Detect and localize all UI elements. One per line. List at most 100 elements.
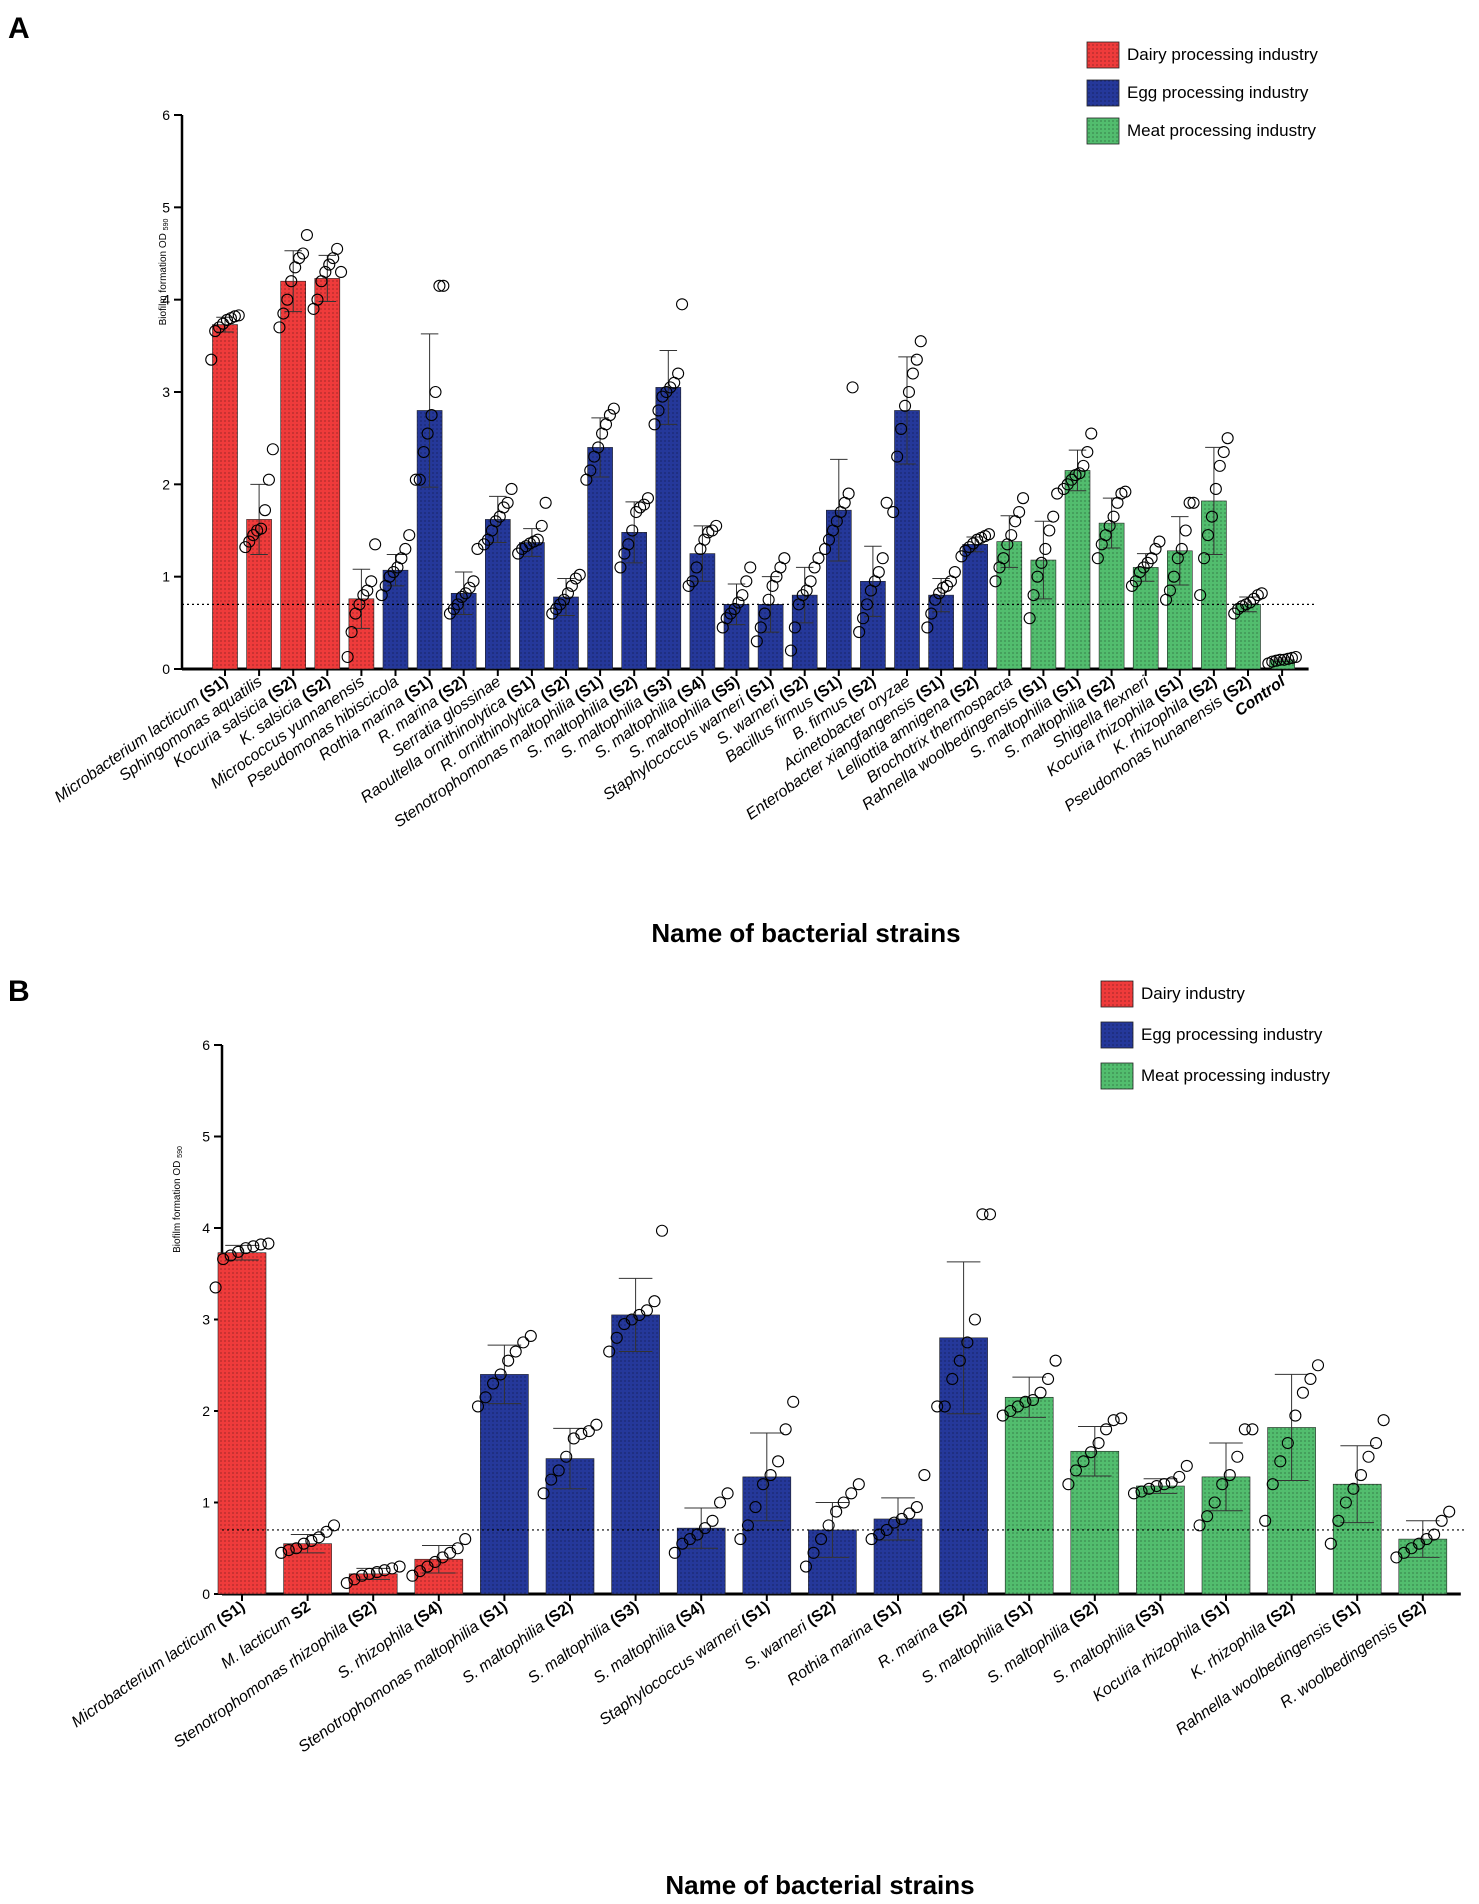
bar-group xyxy=(546,568,586,670)
bar-texture xyxy=(383,570,408,669)
y-axis-label-main: Biofilm formation OD xyxy=(158,230,169,325)
data-point xyxy=(224,1249,237,1262)
bar-group xyxy=(1160,496,1200,670)
data-point xyxy=(1034,1386,1047,1399)
data-point xyxy=(1149,542,1162,556)
data-point xyxy=(686,575,699,588)
data-point xyxy=(887,505,900,519)
bar-group xyxy=(375,529,416,670)
data-point xyxy=(815,1533,828,1546)
bar-group xyxy=(307,242,348,670)
data-point xyxy=(741,1519,754,1532)
data-point xyxy=(1125,579,1138,592)
data-point xyxy=(413,473,426,486)
data-point xyxy=(1135,1485,1148,1498)
bar-group xyxy=(209,1237,275,1595)
data-point xyxy=(610,1331,623,1344)
data-point xyxy=(1016,492,1030,505)
data-point xyxy=(1027,589,1040,602)
x-axis-title: Name of bacterial strains xyxy=(651,918,960,948)
bar-group xyxy=(1228,587,1268,670)
data-point xyxy=(1019,1395,1032,1408)
bar-group xyxy=(580,402,620,670)
data-point xyxy=(997,552,1010,565)
data-point xyxy=(698,1522,712,1535)
bar-group xyxy=(409,279,450,670)
data-point xyxy=(1201,1510,1214,1523)
bar-group xyxy=(1057,427,1098,670)
y-tick-label: 4 xyxy=(162,292,170,308)
data-point xyxy=(502,1354,515,1367)
data-point xyxy=(822,1519,835,1532)
data-point xyxy=(1062,1478,1075,1491)
data-point xyxy=(565,579,578,592)
data-point xyxy=(1213,459,1226,472)
data-point xyxy=(1047,510,1060,523)
data-point xyxy=(672,367,685,380)
data-point xyxy=(736,589,749,602)
data-point xyxy=(1133,565,1146,579)
data-point xyxy=(1324,1537,1337,1550)
data-point xyxy=(1246,1423,1259,1436)
panel-letter: A xyxy=(8,12,30,45)
data-point xyxy=(714,1496,727,1509)
data-point xyxy=(409,473,422,486)
data-point xyxy=(1205,510,1218,523)
legend-swatch-texture xyxy=(1087,42,1119,68)
data-point xyxy=(1183,496,1196,509)
data-point xyxy=(1119,485,1132,498)
data-point xyxy=(546,607,559,620)
bar-group xyxy=(443,542,484,670)
data-point xyxy=(959,544,972,557)
bar-group xyxy=(273,228,314,670)
data-point xyxy=(989,575,1002,588)
data-point xyxy=(370,1565,384,1579)
data-point xyxy=(539,496,552,509)
legend-label: Egg processing industry xyxy=(1127,83,1309,102)
x-tick-label-name: R. woolbedingensis xyxy=(1277,1616,1404,1712)
data-point xyxy=(243,535,256,548)
data-point xyxy=(1435,1514,1448,1527)
data-point xyxy=(1023,612,1036,625)
data-point xyxy=(940,579,954,592)
data-point xyxy=(1255,587,1268,600)
data-point xyxy=(557,593,571,606)
data-point xyxy=(1179,524,1192,537)
data-point xyxy=(1084,1446,1098,1459)
data-point xyxy=(443,607,457,620)
data-point xyxy=(433,279,446,292)
data-point xyxy=(209,1281,222,1294)
data-point xyxy=(1289,1409,1302,1422)
data-point xyxy=(925,607,938,620)
data-point xyxy=(340,1576,353,1590)
data-point xyxy=(552,1464,565,1477)
data-point xyxy=(1198,552,1211,565)
data-point xyxy=(509,1345,522,1358)
data-point xyxy=(976,1208,989,1221)
data-point xyxy=(531,533,544,546)
data-point xyxy=(1208,1496,1221,1509)
data-point xyxy=(895,422,908,435)
data-point xyxy=(983,1208,997,1221)
y-tick-label: 6 xyxy=(162,107,170,123)
data-point xyxy=(471,1400,485,1413)
bar-texture xyxy=(1065,470,1090,669)
data-point xyxy=(282,1544,295,1557)
legend-label: Meat processing industry xyxy=(1141,1066,1330,1085)
bar-texture xyxy=(519,542,545,669)
data-point xyxy=(403,529,416,542)
data-point xyxy=(1042,1372,1055,1386)
data-point xyxy=(1228,607,1241,620)
data-point xyxy=(369,538,382,551)
bar-group xyxy=(865,1469,931,1595)
data-point xyxy=(1092,1436,1105,1450)
data-point xyxy=(1217,445,1230,459)
data-point xyxy=(1266,1478,1279,1491)
data-point xyxy=(1091,552,1104,565)
legend: Dairy industry Egg processing industry Mea… xyxy=(1100,980,1330,1090)
data-point xyxy=(675,298,689,311)
y-tick-label: 2 xyxy=(162,476,170,492)
y-tick-label: 0 xyxy=(162,661,170,677)
data-point xyxy=(1085,427,1098,440)
data-point xyxy=(421,427,434,440)
